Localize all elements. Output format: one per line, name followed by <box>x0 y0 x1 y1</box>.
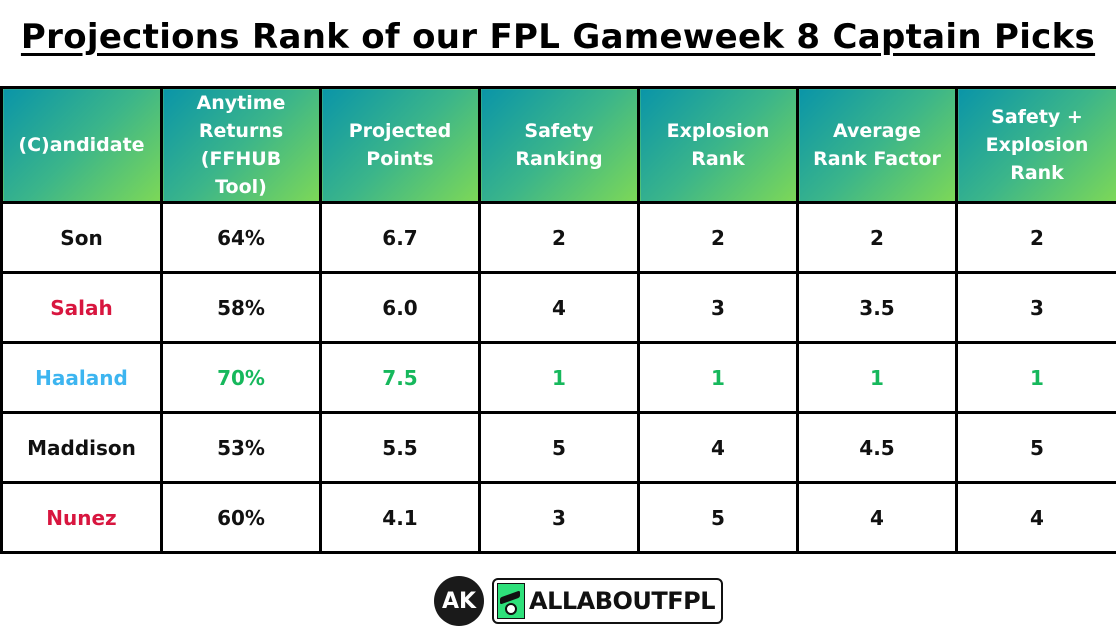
candidate-name: Haaland <box>0 341 163 414</box>
allaboutfpl-logo: ALLABOUTFPL <box>492 578 724 624</box>
safety-ranking-value: 4 <box>478 271 640 344</box>
page-title-text: Projections Rank of our FPL Gameweek 8 C… <box>20 17 1096 57</box>
candidate-name: Salah <box>0 271 163 344</box>
boot-ball-icon <box>497 583 525 619</box>
header-explosion-rank-label: Explosion Rank <box>666 120 770 170</box>
safety-explosion-rank-value: 2 <box>955 201 1116 274</box>
average-rank-factor-value: 4.5 <box>796 411 958 484</box>
page-title: Projections Rank of our FPL Gameweek 8 C… <box>0 14 1116 60</box>
header-average-rank-factor-label: Average Rank Factor <box>813 120 941 170</box>
anytime-returns-value: 58% <box>160 271 322 344</box>
header-row: (C)andidate Anytime Returns (FFHUB Tool)… <box>0 86 1116 204</box>
average-rank-factor-value: 4 <box>796 481 958 554</box>
ak-logo-text: AK <box>441 588 477 614</box>
safety-explosion-rank-value: 4 <box>955 481 1116 554</box>
candidate-name: Son <box>0 201 163 274</box>
header-projected-points-label: Projected Points <box>348 120 452 170</box>
table-row: Son 64% 6.7 2 2 2 2 <box>0 201 1116 274</box>
header-safety-explosion-rank-label: Safety + Explosion Rank <box>985 106 1089 184</box>
safety-ranking-value: 2 <box>478 201 640 274</box>
projected-points-value: 5.5 <box>319 411 481 484</box>
table-row: Salah 58% 6.0 4 3 3.5 3 <box>0 271 1116 344</box>
safety-ranking-value: 5 <box>478 411 640 484</box>
average-rank-factor-value: 2 <box>796 201 958 274</box>
projected-points-value: 6.0 <box>319 271 481 344</box>
safety-explosion-rank-value: 3 <box>955 271 1116 344</box>
header-safety-explosion-rank: Safety + Explosion Rank <box>955 86 1116 204</box>
average-rank-factor-value: 1 <box>796 341 958 414</box>
header-anytime-returns: Anytime Returns (FFHUB Tool) <box>160 86 322 204</box>
footer-logos: AK ALLABOUTFPL <box>434 576 724 626</box>
anytime-returns-value: 53% <box>160 411 322 484</box>
safety-explosion-rank-value: 5 <box>955 411 1116 484</box>
header-anytime-returns-label: Anytime Returns (FFHUB Tool) <box>196 92 286 198</box>
table-row: Nunez 60% 4.1 3 5 4 4 <box>0 481 1116 554</box>
explosion-rank-value: 2 <box>637 201 799 274</box>
anytime-returns-value: 60% <box>160 481 322 554</box>
explosion-rank-value: 4 <box>637 411 799 484</box>
header-average-rank-factor: Average Rank Factor <box>796 86 958 204</box>
table-row: Maddison 53% 5.5 5 4 4.5 5 <box>0 411 1116 484</box>
header-safety-ranking-label: Safety Ranking <box>515 120 603 170</box>
projected-points-value: 7.5 <box>319 341 481 414</box>
explosion-rank-value: 3 <box>637 271 799 344</box>
average-rank-factor-value: 3.5 <box>796 271 958 344</box>
projected-points-value: 6.7 <box>319 201 481 274</box>
projected-points-value: 4.1 <box>319 481 481 554</box>
header-projected-points: Projected Points <box>319 86 481 204</box>
candidate-name: Maddison <box>0 411 163 484</box>
anytime-returns-value: 64% <box>160 201 322 274</box>
safety-ranking-value: 1 <box>478 341 640 414</box>
candidate-name: Nunez <box>0 481 163 554</box>
explosion-rank-value: 5 <box>637 481 799 554</box>
explosion-rank-value: 1 <box>637 341 799 414</box>
header-safety-ranking: Safety Ranking <box>478 86 640 204</box>
captain-picks-table: (C)andidate Anytime Returns (FFHUB Tool)… <box>0 86 1116 554</box>
allaboutfpl-text: ALLABOUTFPL <box>529 587 716 615</box>
header-explosion-rank: Explosion Rank <box>637 86 799 204</box>
ak-logo-icon: AK <box>434 576 484 626</box>
anytime-returns-value: 70% <box>160 341 322 414</box>
table-row: Haaland 70% 7.5 1 1 1 1 <box>0 341 1116 414</box>
header-candidate: (C)andidate <box>0 86 163 204</box>
safety-explosion-rank-value: 1 <box>955 341 1116 414</box>
safety-ranking-value: 3 <box>478 481 640 554</box>
